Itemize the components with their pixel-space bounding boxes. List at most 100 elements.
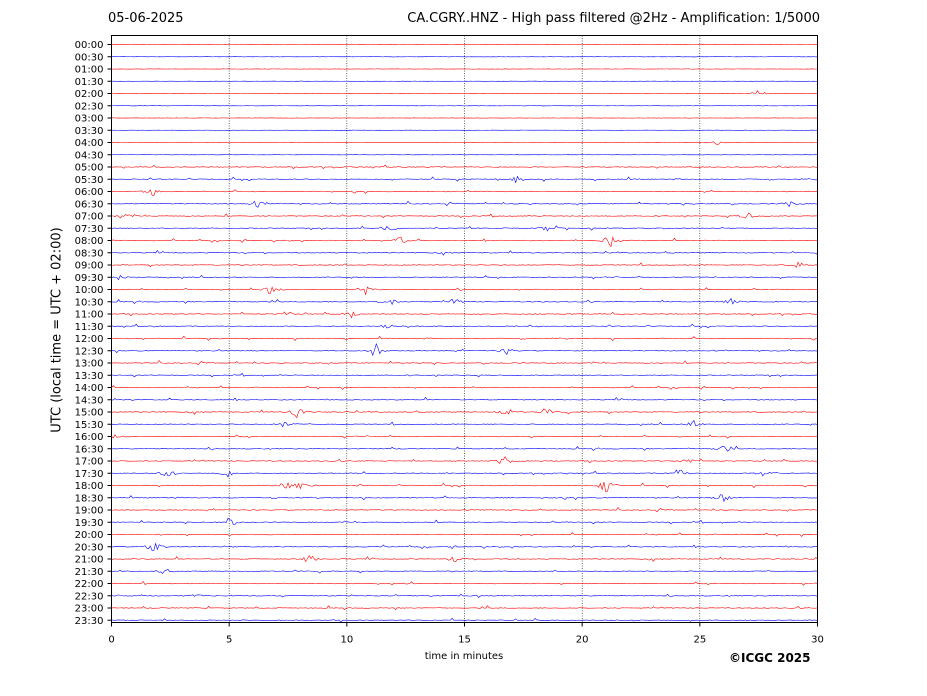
y-tick-label: 13:30 <box>75 371 104 382</box>
trace-0900 <box>111 261 818 268</box>
y-tick-label: 23:30 <box>75 616 104 627</box>
trace-0530 <box>111 175 818 184</box>
y-tick-label: 02:30 <box>75 101 104 112</box>
trace-1230 <box>111 342 818 357</box>
y-tick-label: 01:00 <box>75 65 104 76</box>
seismic-traces <box>111 44 818 623</box>
y-tick-label: 22:30 <box>75 591 104 602</box>
trace-1830 <box>111 494 818 503</box>
y-tick-label: 04:30 <box>75 150 104 161</box>
y-tick-label: 16:00 <box>75 432 104 443</box>
trace-2030 <box>111 542 818 551</box>
y-tick-label: 20:30 <box>75 542 104 553</box>
y-tick-label: 14:00 <box>75 383 104 394</box>
y-tick-label: 10:30 <box>75 297 104 308</box>
y-tick-label: 05:30 <box>75 175 104 186</box>
y-tick-label: 01:30 <box>75 77 104 88</box>
trace-1330 <box>111 372 818 378</box>
y-tick-label: 15:30 <box>75 420 104 431</box>
y-tick-label: 05:00 <box>75 163 104 174</box>
y-tick-label: 18:00 <box>75 481 104 492</box>
trace-2200 <box>111 580 818 586</box>
y-tick-label: 22:00 <box>75 579 104 590</box>
trace-0830 <box>111 249 818 256</box>
trace-0600 <box>111 189 818 197</box>
y-tick-label: 17:00 <box>75 457 104 468</box>
y-tick-label: 06:00 <box>75 187 104 198</box>
trace-1630 <box>111 445 818 452</box>
trace-2230 <box>111 593 818 598</box>
y-tick-label: 14:30 <box>75 395 104 406</box>
trace-2130 <box>111 569 818 574</box>
y-tick-label: 09:30 <box>75 273 104 284</box>
y-tick-label: 10:00 <box>75 285 104 296</box>
trace-1400 <box>111 385 818 390</box>
chart-title: CA.CGRY..HNZ - High pass filtered @2Hz -… <box>407 11 820 26</box>
x-tick-label: 15 <box>458 635 471 646</box>
trace-1530 <box>111 420 818 428</box>
y-tick-label: 21:00 <box>75 555 104 566</box>
y-tick-label: 03:00 <box>75 114 104 125</box>
trace-0700 <box>111 212 818 219</box>
y-tick-label: 13:00 <box>75 359 104 370</box>
y-tick-label: 20:00 <box>75 530 104 541</box>
y-tick-label: 12:00 <box>75 334 104 345</box>
trace-1930 <box>111 517 818 525</box>
y-tick-label: 18:30 <box>75 493 104 504</box>
x-tick-label: 30 <box>811 635 824 646</box>
y-tick-label: 11:30 <box>75 322 104 333</box>
trace-1500 <box>111 408 818 419</box>
x-tick-label: 20 <box>576 635 589 646</box>
trace-2000 <box>111 532 818 537</box>
y-tick-label: 08:00 <box>75 236 104 247</box>
y-tick-label: 11:00 <box>75 310 104 321</box>
y-tick-label: 19:30 <box>75 518 104 529</box>
trace-2100 <box>111 555 818 563</box>
chart-date: 05-06-2025 <box>108 11 184 26</box>
y-tick-label: 08:30 <box>75 248 104 259</box>
y-tick-label: 07:30 <box>75 224 104 235</box>
trace-0400 <box>111 141 818 145</box>
y-tick-label: 03:30 <box>75 126 104 137</box>
trace-1800 <box>111 481 818 492</box>
trace-1900 <box>111 506 818 513</box>
trace-1130 <box>111 323 818 329</box>
trace-0930 <box>111 274 818 281</box>
y-tick-label: 06:30 <box>75 199 104 210</box>
trace-2330 <box>111 617 818 623</box>
trace-1300 <box>111 359 818 366</box>
trace-0500 <box>111 164 818 170</box>
trace-0800 <box>111 236 818 248</box>
x-tick-label: 0 <box>108 635 114 646</box>
y-tick-label: 15:00 <box>75 408 104 419</box>
trace-1030 <box>111 297 818 306</box>
y-tick-label: 09:00 <box>75 261 104 272</box>
x-tick-label: 10 <box>340 635 353 646</box>
trace-0630 <box>111 200 818 208</box>
x-axis-label: time in minutes <box>424 651 504 662</box>
x-tick-labels: 0 5 10 15 20 25 30 <box>108 622 824 646</box>
y-tick-label: 00:30 <box>75 52 104 63</box>
trace-1100 <box>111 311 818 319</box>
trace-0730 <box>111 225 818 232</box>
vertical-gridlines <box>228 35 701 623</box>
trace-2300 <box>111 605 818 611</box>
trace-1200 <box>111 335 818 342</box>
y-tick-label: 23:00 <box>75 604 104 615</box>
trace-1000 <box>111 286 818 296</box>
x-tick-label: 25 <box>693 635 706 646</box>
y-tick-label: 00:00 <box>75 40 104 51</box>
x-tick-label: 5 <box>226 635 232 646</box>
y-tick-label: 21:30 <box>75 567 104 578</box>
trace-1430 <box>111 396 818 402</box>
trace-1730 <box>111 469 818 478</box>
y-tick-label: 02:00 <box>75 89 104 100</box>
y-tick-label: 17:30 <box>75 469 104 480</box>
y-tick-label: 16:30 <box>75 444 104 455</box>
trace-1600 <box>111 434 818 439</box>
y-tick-label: 04:00 <box>75 138 104 149</box>
copyright-label: ©ICGC 2025 <box>729 651 811 665</box>
y-tick-label: 07:00 <box>75 212 104 223</box>
